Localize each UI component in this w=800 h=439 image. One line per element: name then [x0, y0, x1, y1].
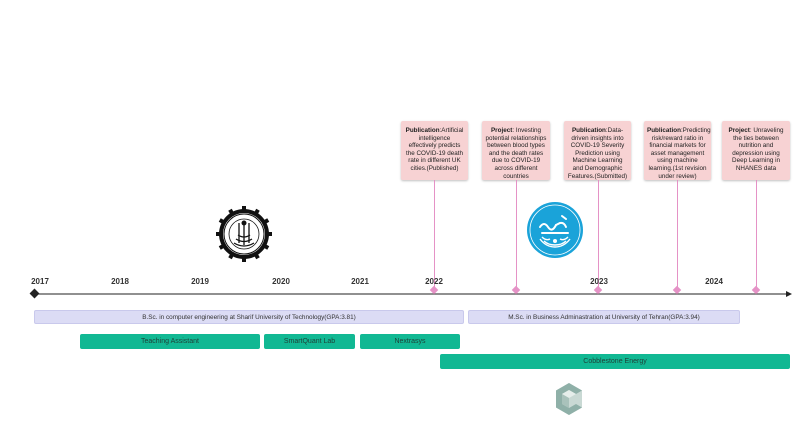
cobblestone-energy-logo — [554, 382, 584, 416]
year-label: 2021 — [351, 277, 369, 286]
card-connector — [677, 180, 678, 290]
year-label: 2023 — [590, 277, 608, 286]
card-connector — [598, 180, 599, 290]
tehran-university-logo — [526, 201, 584, 259]
publication-card-financial-risk: Publication:Predicting risk/reward ratio… — [644, 121, 711, 180]
publication-card-covid-severity: Publication:Data-driven insights into CO… — [564, 121, 631, 180]
project-card-blood-types: Project: Investing potential relationshi… — [482, 121, 550, 180]
year-label: 2020 — [272, 277, 290, 286]
work-bar-cobblestone-energy: Cobblestone Energy — [440, 354, 790, 369]
work-bar-teaching-assistant: Teaching Assistant — [80, 334, 260, 349]
sharif-university-logo — [215, 205, 273, 263]
education-bar-bsc: B.Sc. in computer engineering at Sharif … — [34, 310, 464, 324]
year-label: 2024 — [705, 277, 723, 286]
work-bar-nextrasys: Nextrasys — [360, 334, 460, 349]
education-bar-msc: M.Sc. in Business Adminastration at Univ… — [468, 310, 740, 324]
card-connector — [756, 180, 757, 290]
work-bar-smartquant-lab: SmartQuant Lab — [264, 334, 355, 349]
year-label: 2017 — [31, 277, 49, 286]
publication-card-covid-uk: Publication:Artificial intelligence effe… — [401, 121, 468, 180]
year-label: 2018 — [111, 277, 129, 286]
card-connector — [434, 180, 435, 290]
timeline-axis — [29, 288, 792, 299]
project-card-nutrition-depression: Project: Unraveling the ties between nut… — [722, 121, 790, 180]
year-label: 2019 — [191, 277, 209, 286]
card-connector — [516, 180, 517, 290]
year-label: 2022 — [425, 277, 443, 286]
